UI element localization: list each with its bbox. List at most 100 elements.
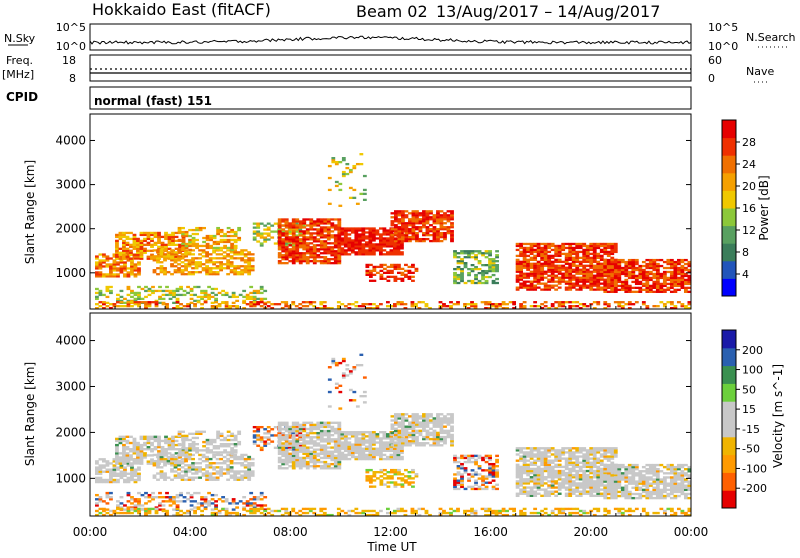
power-cell [306,252,310,254]
power-cell [652,283,656,285]
velocity-cell [394,419,398,421]
power-cell [485,252,489,254]
power-cell [313,246,317,248]
power-cell [230,229,234,231]
power-cell [684,305,688,307]
power-cell [233,257,237,259]
power-cell [233,271,237,273]
power-cell [156,251,160,253]
power-cell [156,255,160,257]
power-cell [306,232,310,234]
power-cell [184,269,188,271]
power-cell [299,260,303,262]
velocity-cell [176,494,180,496]
power-cell [299,224,303,226]
power-cell [220,241,224,243]
velocity-cell [323,440,327,442]
power-cell [436,222,440,224]
power-cell [607,253,611,255]
power-cell [663,285,667,287]
velocity-cell [281,453,285,455]
power-cell [292,242,296,244]
power-cell [544,288,548,290]
velocity-cell [209,458,213,460]
power-cell [153,257,157,259]
power-cell [412,232,416,234]
power-cell [397,249,401,251]
power-cell [136,250,140,252]
power-cell [382,253,386,255]
power-cell [188,259,192,261]
power-cell [150,234,154,236]
velocity-cell [95,471,99,473]
power-cell [330,254,334,256]
velocity-cell [354,456,358,458]
velocity-cell [401,473,405,475]
power-cell [225,303,229,305]
velocity-cell [327,451,331,453]
power-cell [600,263,604,265]
velocity-cell [199,431,203,433]
power-cell [256,232,260,234]
velocity-cell [344,431,348,433]
power-cell [419,238,423,240]
power-cell [397,243,401,245]
power-cell [299,226,303,228]
power-cell [363,199,367,201]
power-cell [610,265,614,267]
power-cell [677,285,681,287]
velocity-cell [163,472,167,474]
velocity-cell [450,428,454,430]
velocity-cell [340,437,344,439]
power-cell [197,301,201,303]
power-cell [157,234,161,236]
velocity-cell [181,474,185,476]
power-cell [115,244,119,246]
power-cell [670,287,674,289]
power-cell [327,260,331,262]
velocity-cell [372,441,376,443]
velocity-cell [177,468,181,470]
power-cell [398,230,402,232]
velocity-cell [404,469,408,471]
power-cell [160,269,164,271]
velocity-cell [192,447,196,449]
velocity-cell [230,453,234,455]
power-cell [134,263,138,265]
velocity-cell [369,469,373,471]
power-cell [167,257,171,259]
power-cell [600,245,604,247]
power-cell [586,257,590,259]
velocity-cell [197,492,201,494]
velocity-cell [232,508,236,510]
velocity-cell [144,496,148,498]
power-cell [439,301,443,303]
velocity-cell [426,430,430,432]
power-cell [635,275,639,277]
velocity-cell [415,473,419,475]
velocity-cell [330,434,334,436]
power-cell [309,224,313,226]
velocity-cell [382,433,386,435]
velocity-cell [120,475,124,477]
velocity-cell [240,464,244,466]
power-cell [369,270,373,272]
power-cell [544,305,548,307]
power-cell [161,246,165,248]
power-cell [621,267,625,269]
velocity-cell [344,441,348,443]
power-cell [635,259,639,261]
velocity-cell [193,492,197,494]
velocity-cell [221,496,225,498]
power-cell [319,303,323,305]
velocity-cell [401,479,405,481]
power-cell [330,250,334,252]
power-cell [589,243,593,245]
power-cell [267,301,271,303]
velocity-cell [115,462,119,464]
velocity-cell [288,453,292,455]
power-cell [670,303,674,305]
velocity-cell [130,475,134,477]
power-cell [530,283,534,285]
velocity-cell [334,463,338,465]
